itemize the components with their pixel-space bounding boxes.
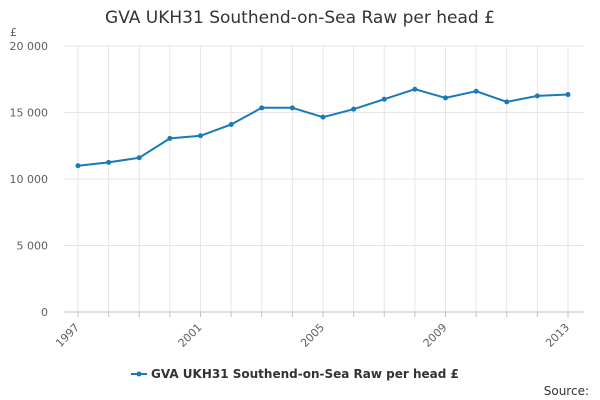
data-point[interactable]	[320, 114, 326, 120]
data-point[interactable]	[443, 95, 448, 101]
legend[interactable]: GVA UKH31 Southend-on-Sea Raw per head £	[131, 367, 459, 381]
data-point[interactable]	[289, 105, 295, 111]
series-layer	[75, 86, 571, 169]
data-point[interactable]	[259, 105, 265, 111]
data-point[interactable]	[228, 121, 234, 127]
y-axis-unit-label: £	[10, 26, 17, 39]
y-tick-label: 0	[41, 306, 48, 319]
y-tick-label: 15 000	[10, 107, 49, 120]
x-tick-label: 1997	[53, 321, 82, 350]
x-tick-label: 2013	[543, 321, 572, 350]
legend-label: GVA UKH31 Southend-on-Sea Raw per head £	[151, 367, 459, 381]
y-tick-label: 20 000	[10, 40, 49, 53]
data-point[interactable]	[412, 86, 418, 92]
y-tick-label: 5 000	[17, 240, 49, 253]
data-point[interactable]	[534, 93, 540, 99]
gridlines	[64, 45, 584, 313]
data-point[interactable]	[136, 155, 142, 161]
x-tick-label: 2001	[176, 321, 205, 350]
data-point[interactable]	[351, 106, 357, 112]
data-point[interactable]	[75, 163, 81, 169]
axes: 0 5 000 10 000 15 000 20 000 1997 2001 2005 2009…	[10, 40, 584, 350]
data-point[interactable]	[167, 135, 173, 141]
chart-title: GVA UKH31 Southend-on-Sea Raw per head £	[105, 8, 495, 28]
data-point[interactable]	[106, 159, 112, 165]
x-tick-label: 2005	[298, 321, 327, 350]
data-point[interactable]	[565, 92, 571, 98]
legend-marker-icon	[136, 371, 142, 377]
y-tick-label: 10 000	[10, 173, 49, 186]
data-point[interactable]	[381, 96, 387, 102]
data-point[interactable]	[198, 133, 203, 139]
source-label: Source:	[544, 384, 589, 398]
x-tick-label: 2009	[421, 321, 450, 350]
data-point[interactable]	[473, 88, 479, 94]
data-point[interactable]	[504, 99, 510, 105]
